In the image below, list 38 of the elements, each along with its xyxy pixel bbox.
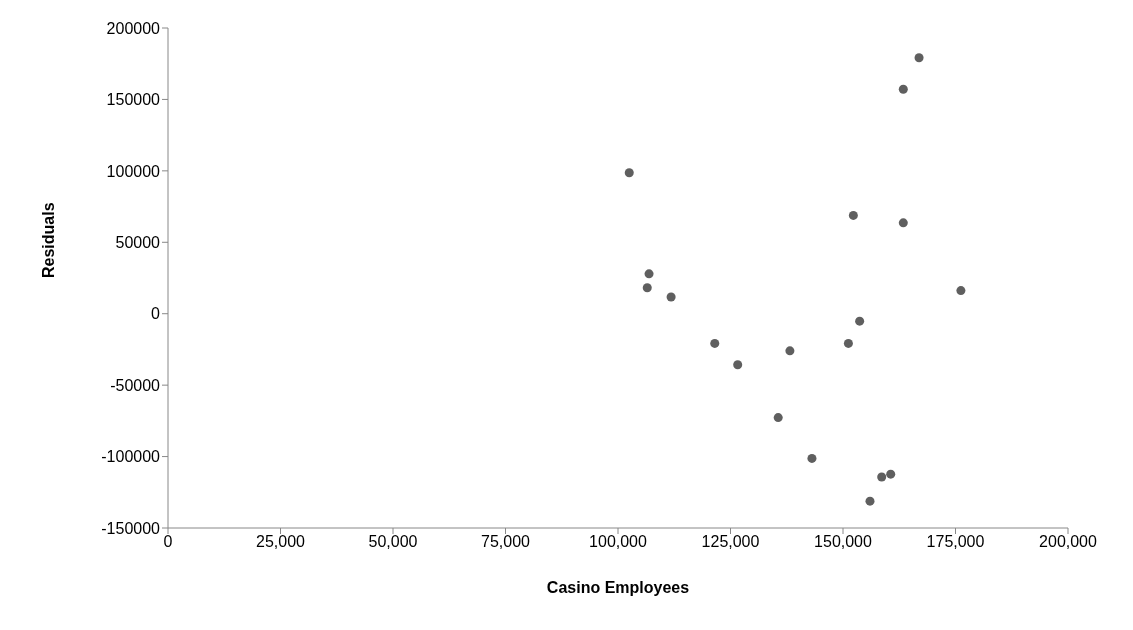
x-tick-label: 75,000 bbox=[481, 533, 531, 551]
y-tick-label: -50000 bbox=[110, 376, 161, 394]
y-tick-label: -150000 bbox=[101, 519, 161, 537]
point bbox=[898, 84, 908, 94]
point bbox=[644, 269, 654, 279]
point bbox=[807, 453, 817, 463]
point bbox=[843, 338, 853, 348]
y-tick-label: 150000 bbox=[106, 91, 161, 109]
x-tick-label: 150,000 bbox=[814, 533, 873, 551]
point bbox=[624, 168, 634, 178]
y-tick-label: -100000 bbox=[101, 448, 161, 466]
x-axis-title: Casino Employees bbox=[546, 579, 690, 596]
point bbox=[865, 496, 875, 506]
point bbox=[956, 286, 966, 296]
x-tick-label: 200,000 bbox=[1039, 533, 1098, 551]
x-tick-label: 175,000 bbox=[926, 533, 985, 551]
y-tick-label: 100000 bbox=[106, 162, 161, 180]
point bbox=[855, 316, 865, 326]
point bbox=[733, 360, 743, 370]
x-tick-label: 25,000 bbox=[256, 533, 306, 551]
point bbox=[642, 283, 652, 293]
y-axis-title: Residuals bbox=[39, 202, 57, 278]
point bbox=[877, 472, 887, 482]
x-tick-label: 125,000 bbox=[701, 533, 760, 551]
y-tick-label: 200000 bbox=[106, 19, 161, 37]
point bbox=[666, 292, 676, 302]
x-tick-label: 0 bbox=[163, 533, 173, 551]
x-tick-label: 50,000 bbox=[368, 533, 418, 551]
point bbox=[848, 210, 858, 220]
x-tick-label: 100,000 bbox=[589, 533, 648, 551]
y-tick-label: 0 bbox=[151, 305, 161, 323]
point bbox=[886, 469, 896, 479]
point bbox=[898, 218, 908, 228]
y-tick-label: 50000 bbox=[115, 233, 161, 251]
point bbox=[710, 338, 720, 348]
point bbox=[785, 346, 795, 356]
point bbox=[773, 413, 783, 423]
point bbox=[914, 53, 924, 63]
